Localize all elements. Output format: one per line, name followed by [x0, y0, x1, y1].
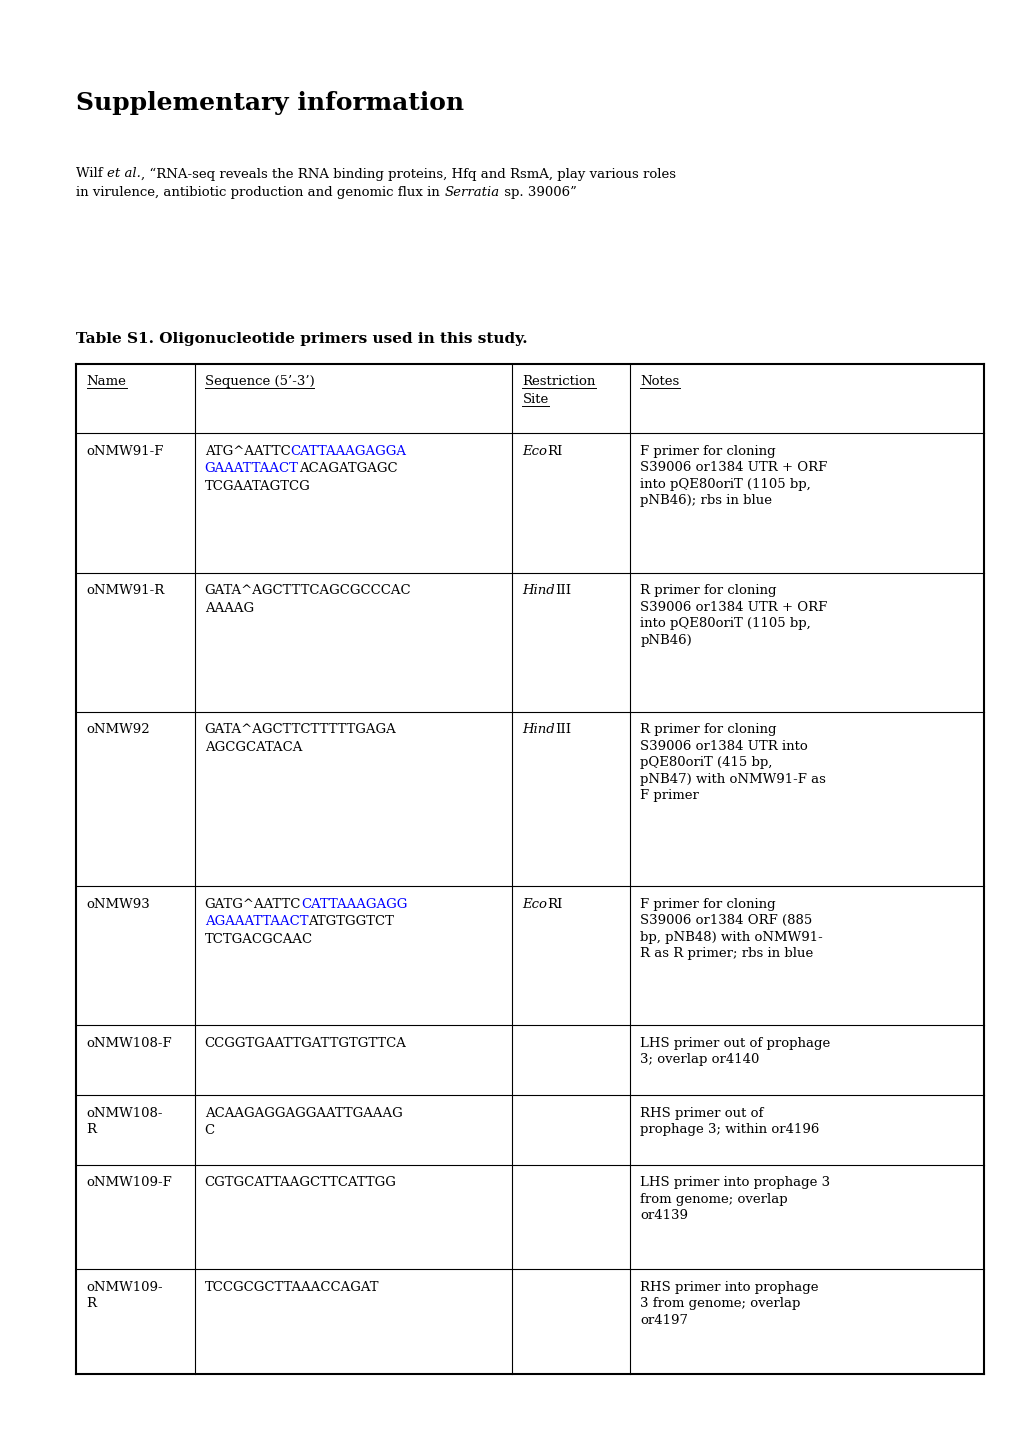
- Text: ATGTGGTCT: ATGTGGTCT: [308, 915, 393, 928]
- Text: GAAATTAACT: GAAATTAACT: [205, 462, 299, 475]
- Text: oNMW108-F: oNMW108-F: [87, 1038, 172, 1051]
- Text: RI: RI: [547, 444, 562, 457]
- Text: AAAAG: AAAAG: [205, 602, 254, 615]
- Text: oNMW109-
R: oNMW109- R: [87, 1281, 163, 1310]
- Text: Supplementary information: Supplementary information: [76, 91, 465, 115]
- Text: oNMW92: oNMW92: [87, 723, 150, 736]
- Text: oNMW91-F: oNMW91-F: [87, 444, 164, 457]
- Text: CATTAAAGAGG: CATTAAAGAGG: [301, 898, 407, 911]
- Text: ATG^AATTC: ATG^AATTC: [205, 444, 290, 457]
- Text: RI: RI: [547, 898, 562, 911]
- Text: Name: Name: [87, 375, 126, 388]
- Text: et al.: et al.: [107, 167, 141, 180]
- Text: , “RNA-seq reveals the RNA binding proteins, Hfq and RsmA, play various roles: , “RNA-seq reveals the RNA binding prote…: [141, 167, 676, 180]
- Text: Eco: Eco: [522, 444, 547, 457]
- Text: GATA^AGCTTTCAGCGCCCAC: GATA^AGCTTTCAGCGCCCAC: [205, 584, 411, 597]
- Text: CCGGTGAATTGATTGTGTTCA: CCGGTGAATTGATTGTGTTCA: [205, 1038, 407, 1051]
- Text: TCGAATAGTCG: TCGAATAGTCG: [205, 481, 310, 494]
- Text: RHS primer into prophage
3 from genome; overlap
or4197: RHS primer into prophage 3 from genome; …: [640, 1281, 818, 1326]
- Text: III: III: [554, 723, 571, 736]
- Text: GATG^AATTC: GATG^AATTC: [205, 898, 301, 911]
- Text: oNMW93: oNMW93: [87, 898, 151, 911]
- Text: in virulence, antibiotic production and genomic flux in: in virulence, antibiotic production and …: [76, 186, 444, 199]
- Text: RHS primer out of
prophage 3; within or4196: RHS primer out of prophage 3; within or4…: [640, 1107, 819, 1136]
- Text: AGCGCATACA: AGCGCATACA: [205, 742, 302, 755]
- Text: oNMW91-R: oNMW91-R: [87, 584, 165, 597]
- Text: oNMW108-
R: oNMW108- R: [87, 1107, 163, 1136]
- Text: oNMW109-F: oNMW109-F: [87, 1176, 172, 1189]
- Text: TCCGCGCTTAAACCAGAT: TCCGCGCTTAAACCAGAT: [205, 1281, 379, 1294]
- Text: AGAAATTAACT: AGAAATTAACT: [205, 915, 308, 928]
- Text: F primer for cloning
S39006 or1384 UTR + ORF
into pQE80oriT (1105 bp,
pNB46); rb: F primer for cloning S39006 or1384 UTR +…: [640, 444, 826, 508]
- Text: sp. 39006”: sp. 39006”: [499, 186, 576, 199]
- Text: ACAGATGAGC: ACAGATGAGC: [299, 462, 396, 475]
- Text: TCTGACGCAAC: TCTGACGCAAC: [205, 932, 313, 945]
- Text: Restriction: Restriction: [522, 375, 595, 388]
- Text: F primer for cloning
S39006 or1384 ORF (885
bp, pNB48) with oNMW91-
R as R prime: F primer for cloning S39006 or1384 ORF (…: [640, 898, 822, 960]
- Text: Eco: Eco: [522, 898, 547, 911]
- Text: R primer for cloning
S39006 or1384 UTR + ORF
into pQE80oriT (1105 bp,
pNB46): R primer for cloning S39006 or1384 UTR +…: [640, 584, 826, 646]
- Text: Serratia: Serratia: [444, 186, 499, 199]
- Text: Hind: Hind: [522, 584, 554, 597]
- Text: CGTGCATTAAGCTTCATTGG: CGTGCATTAAGCTTCATTGG: [205, 1176, 396, 1189]
- Text: LHS primer out of prophage
3; overlap or4140: LHS primer out of prophage 3; overlap or…: [640, 1038, 829, 1066]
- Text: Table S1. Oligonucleotide primers used in this study.: Table S1. Oligonucleotide primers used i…: [76, 332, 528, 346]
- Text: Notes: Notes: [640, 375, 679, 388]
- Text: ACAAGAGGAGGAATTGAAAG: ACAAGAGGAGGAATTGAAAG: [205, 1107, 403, 1120]
- Text: Wilf: Wilf: [76, 167, 107, 180]
- Text: III: III: [554, 584, 571, 597]
- Text: Hind: Hind: [522, 723, 554, 736]
- Text: LHS primer into prophage 3
from genome; overlap
or4139: LHS primer into prophage 3 from genome; …: [640, 1176, 829, 1222]
- Text: GATA^AGCTTCTTTTTGAGA: GATA^AGCTTCTTTTTGAGA: [205, 723, 396, 736]
- Text: Site: Site: [522, 392, 548, 405]
- Text: C: C: [205, 1124, 215, 1137]
- Text: R primer for cloning
S39006 or1384 UTR into
pQE80oriT (415 bp,
pNB47) with oNMW9: R primer for cloning S39006 or1384 UTR i…: [640, 723, 825, 802]
- Text: Sequence (5’-3’): Sequence (5’-3’): [205, 375, 314, 388]
- Text: CATTAAAGAGGA: CATTAAAGAGGA: [290, 444, 406, 457]
